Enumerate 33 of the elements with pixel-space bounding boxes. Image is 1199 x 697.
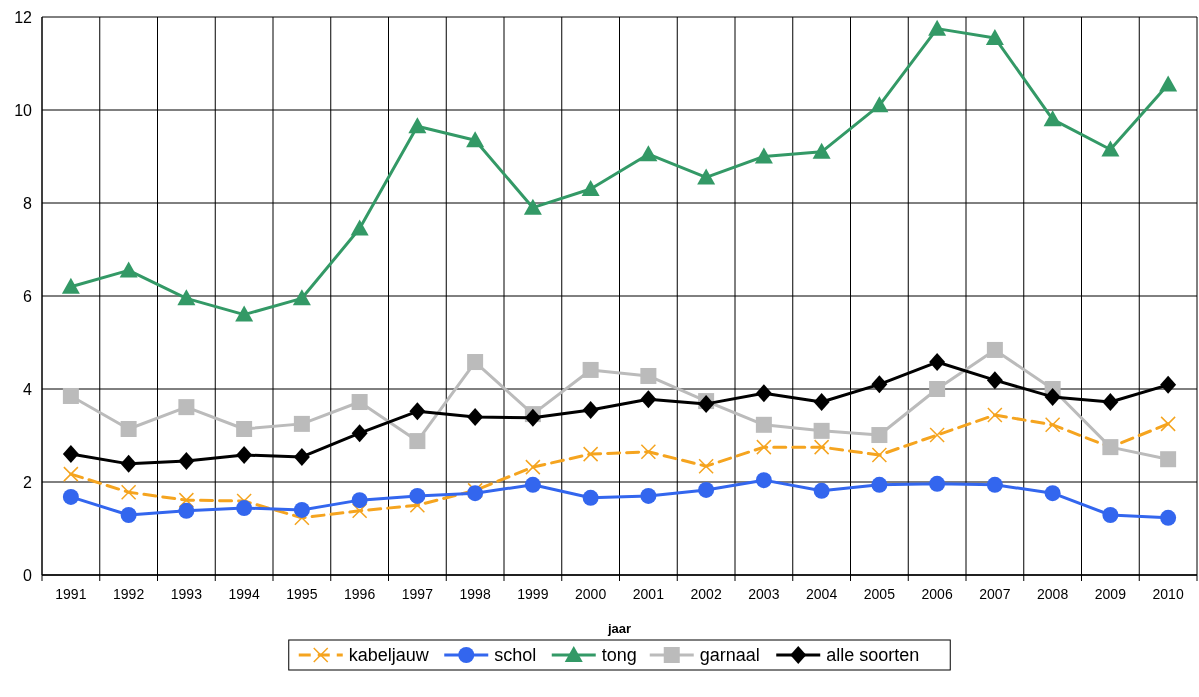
y-tick-label: 10 <box>14 101 33 119</box>
y-tick-label: 2 <box>23 473 33 491</box>
x-tick-label: 2010 <box>1152 586 1184 602</box>
x-tick-label: 2007 <box>979 586 1011 602</box>
y-tick-label: 8 <box>23 194 33 212</box>
x-tick-label: 1998 <box>459 586 491 602</box>
x-tick-label: 2008 <box>1037 586 1069 602</box>
x-tick-label: 2003 <box>748 586 780 602</box>
x-tick-label: 2009 <box>1094 586 1127 602</box>
x-axis-title: jaar <box>606 621 632 636</box>
legend-label: alle soorten <box>826 645 920 666</box>
x-tick-label: 1992 <box>113 586 145 602</box>
x-tick-label: 1997 <box>401 586 434 602</box>
y-tick-label: 12 <box>14 8 33 26</box>
y-tick-label: 0 <box>23 566 33 584</box>
legend-label: tong <box>601 645 637 666</box>
legend-label: kabeljauw <box>348 645 430 666</box>
y-tick-label: 6 <box>23 287 33 305</box>
x-tick-label: 1996 <box>344 586 376 602</box>
x-tick-label: 1993 <box>170 586 203 602</box>
x-tick-label: 1995 <box>286 586 318 602</box>
x-tick-label: 2004 <box>806 586 838 602</box>
x-tick-label: 1991 <box>55 586 87 602</box>
x-tick-label: 2002 <box>690 586 722 602</box>
legend-label: schol <box>494 645 537 666</box>
x-tick-label: 2001 <box>632 586 665 602</box>
legend-label: garnaal <box>699 645 760 666</box>
y-tick-label: 4 <box>23 380 33 398</box>
x-tick-label: 1994 <box>228 586 260 602</box>
x-tick-label: 2005 <box>863 586 896 602</box>
x-tick-label: 2000 <box>575 586 607 602</box>
x-tick-label: 2006 <box>921 586 953 602</box>
x-tick-label: 1999 <box>517 586 549 602</box>
